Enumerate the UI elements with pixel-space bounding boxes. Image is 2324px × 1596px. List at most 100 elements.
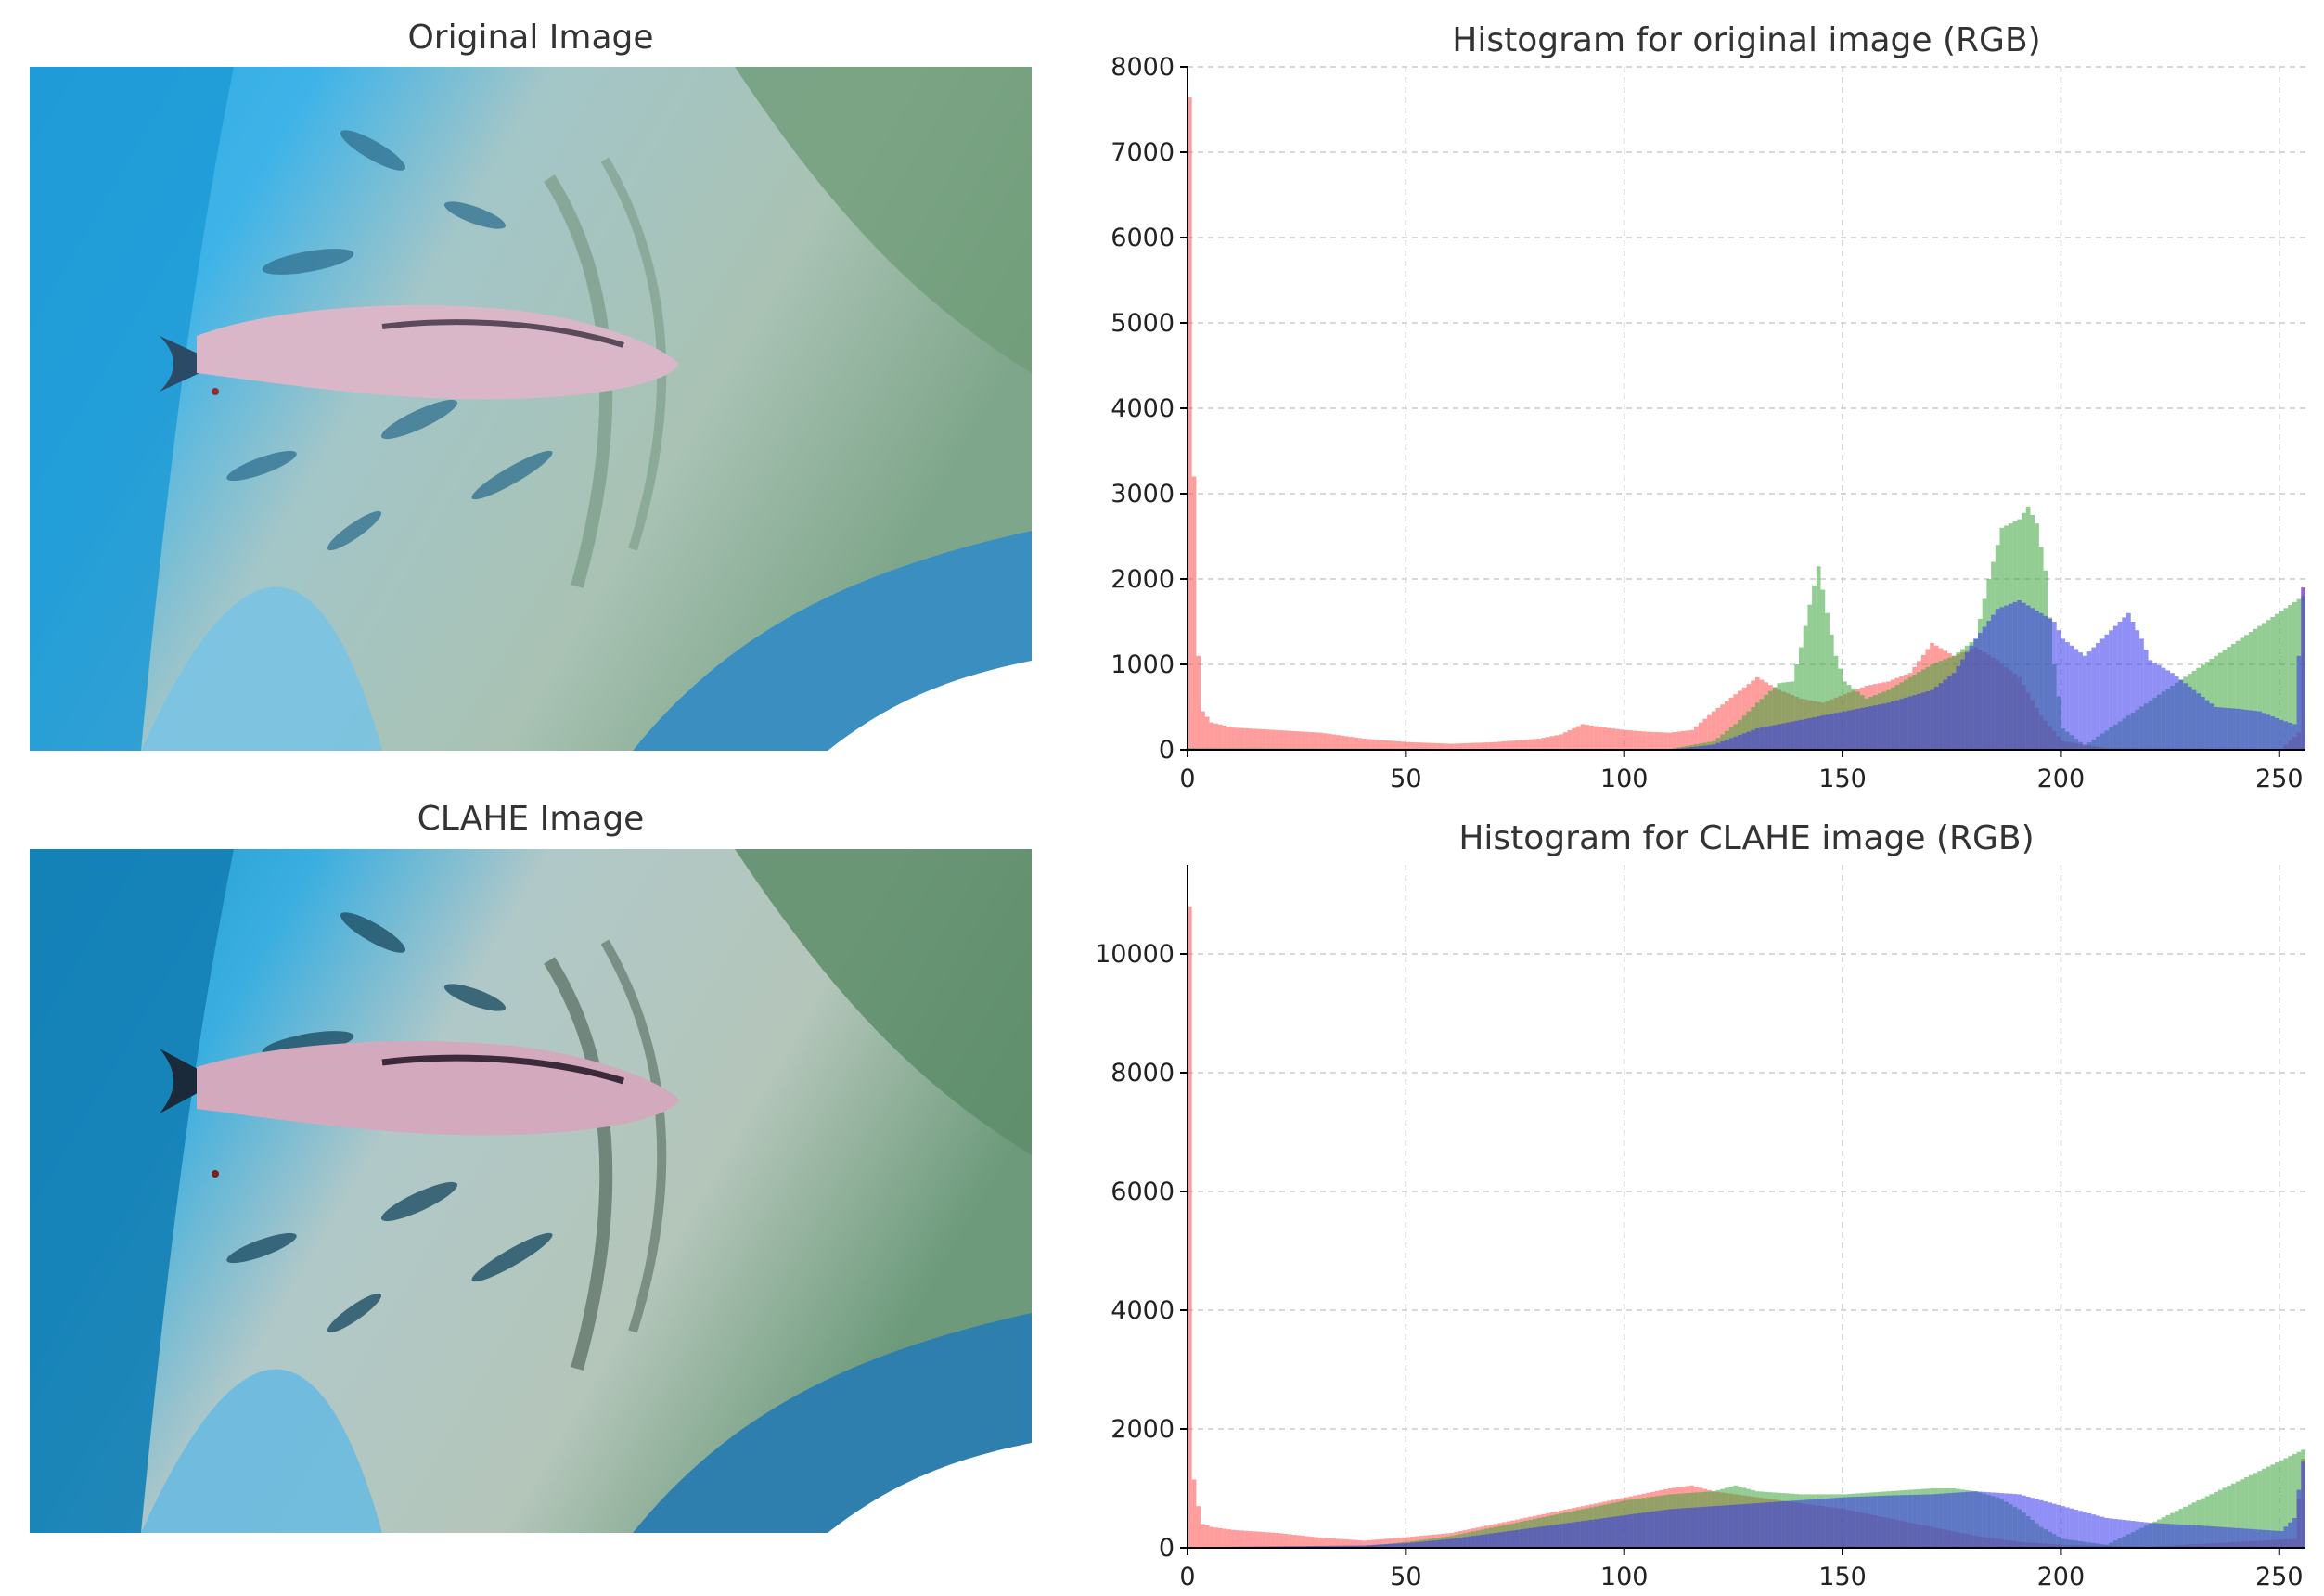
histogram-bar-blue bbox=[1829, 1498, 1834, 1548]
y-tick-label: 10000 bbox=[1095, 940, 1175, 969]
histogram-bar-blue bbox=[2130, 1521, 2136, 1548]
histogram-bar-blue bbox=[1694, 1507, 1699, 1548]
chart-title: Histogram for CLAHE image (RGB) bbox=[1458, 819, 2034, 857]
histogram-bar-blue bbox=[1366, 1545, 1371, 1548]
histogram-bar-blue bbox=[2030, 608, 2035, 750]
histogram-bar-green bbox=[2257, 1471, 2262, 1548]
histogram-bar-blue bbox=[2161, 1523, 2166, 1548]
histogram-bar-blue bbox=[2038, 612, 2044, 750]
histogram-bar-blue bbox=[1362, 1545, 1367, 1548]
histogram-bar-blue bbox=[1938, 1493, 1944, 1548]
histogram-bar-blue bbox=[1807, 1499, 1813, 1548]
histogram-bar-green bbox=[1781, 682, 1786, 750]
histogram-bar-blue bbox=[2178, 1524, 2184, 1548]
histogram-bar-blue bbox=[1624, 1514, 1629, 1548]
histogram-bar-blue bbox=[1812, 717, 1817, 750]
histogram-bar-blue bbox=[1768, 726, 1773, 750]
histogram-bar-blue bbox=[1480, 1534, 1485, 1548]
histogram-bar-red bbox=[1598, 727, 1603, 750]
histogram-bar-blue bbox=[2082, 655, 2087, 750]
histogram-bar-blue bbox=[2086, 1512, 2092, 1548]
histogram-bar-blue bbox=[1820, 715, 1826, 750]
histogram-bar-red bbox=[1262, 729, 1266, 750]
histogram-bar-red bbox=[1506, 740, 1511, 750]
y-tick-label: 5000 bbox=[1111, 309, 1175, 338]
histogram-bar-blue bbox=[1798, 719, 1804, 750]
histogram-bar-green bbox=[1768, 690, 1773, 750]
histogram-bar-red bbox=[1196, 1506, 1201, 1548]
histogram-bar-blue bbox=[2222, 1526, 2228, 1548]
histogram-bar-blue bbox=[1423, 1541, 1428, 1548]
histogram-bar-red bbox=[1593, 726, 1599, 750]
histogram-bar-blue bbox=[2091, 647, 2097, 750]
histogram-bar-blue bbox=[1406, 1542, 1411, 1548]
histogram-bar-blue bbox=[1711, 744, 1716, 750]
histogram-bar-green bbox=[2222, 650, 2228, 750]
histogram-bar-blue bbox=[1510, 1530, 1516, 1548]
histogram-bar-blue bbox=[2174, 676, 2179, 750]
histogram-bar-blue bbox=[1724, 1505, 1729, 1548]
histogram-bar-red bbox=[1410, 741, 1415, 750]
histogram-bar-blue bbox=[1715, 742, 1721, 750]
histogram-bar-green bbox=[2279, 1460, 2284, 1548]
histogram-bar-blue bbox=[1449, 1538, 1455, 1548]
histogram-bar-red bbox=[1362, 1540, 1367, 1548]
histogram-bar-blue bbox=[2069, 645, 2074, 750]
histogram-bar-red bbox=[1680, 730, 1686, 750]
histogram-bar-blue bbox=[1947, 676, 1952, 750]
histogram-bar-blue bbox=[2178, 679, 2184, 750]
histogram-bar-blue bbox=[1336, 1545, 1341, 1548]
histogram-bar-blue bbox=[1523, 1528, 1529, 1548]
histogram-bar-blue bbox=[1738, 734, 1742, 750]
histogram-bar-red bbox=[1226, 726, 1232, 750]
histogram-bar-blue bbox=[2030, 1498, 2035, 1548]
histogram-bar-green bbox=[2266, 1466, 2271, 1548]
histogram-bar-blue bbox=[1807, 717, 1813, 750]
original-image-title: Original Image bbox=[407, 19, 654, 57]
histogram-bar-blue bbox=[2148, 660, 2153, 750]
histogram-bar-green bbox=[2292, 601, 2297, 750]
histogram-bar-red bbox=[1707, 714, 1712, 750]
histogram-bar-blue bbox=[1816, 1499, 1821, 1548]
x-tick-label: 50 bbox=[1390, 1563, 1421, 1591]
histogram-bar-red bbox=[1191, 1479, 1197, 1548]
histogram-bar-green bbox=[2275, 613, 2279, 750]
histogram-bar-red bbox=[1462, 743, 1468, 750]
histogram-bar-green bbox=[2196, 1500, 2202, 1548]
histogram-bar-blue bbox=[2209, 703, 2215, 750]
series-red bbox=[1188, 906, 2305, 1548]
histogram-bar-blue bbox=[1585, 1520, 1590, 1548]
histogram-bar-blue bbox=[1396, 1543, 1402, 1548]
histogram-bar-blue bbox=[2279, 719, 2284, 750]
histogram-bar-red bbox=[1270, 1532, 1276, 1548]
histogram-bar-blue bbox=[2135, 1521, 2140, 1548]
histogram-bar-red bbox=[1545, 737, 1550, 750]
histogram-bar-red bbox=[1265, 1532, 1271, 1548]
x-tick-label: 250 bbox=[2255, 1563, 2304, 1591]
histogram-bar-red bbox=[1457, 743, 1463, 750]
histogram-bar-blue bbox=[1777, 1501, 1782, 1548]
histogram-bar-blue bbox=[1501, 1531, 1507, 1548]
histogram-bar-blue bbox=[2061, 1506, 2066, 1548]
histogram-bar-blue bbox=[2122, 1520, 2127, 1548]
histogram-bar-blue bbox=[1427, 1540, 1432, 1548]
histogram-bar-blue bbox=[2112, 1519, 2118, 1548]
histogram-bar-red bbox=[1589, 725, 1594, 750]
histogram-bar-blue bbox=[1562, 1523, 1568, 1548]
histogram-bar-green bbox=[1754, 702, 1760, 750]
histogram-bar-green bbox=[2227, 1486, 2231, 1548]
histogram-bar-blue bbox=[2017, 1494, 2022, 1548]
histogram-bar-red bbox=[1510, 740, 1516, 750]
histogram-bar-blue bbox=[1746, 731, 1752, 750]
histogram-bar-red bbox=[1357, 738, 1363, 750]
histogram-bar-blue bbox=[1890, 701, 1895, 750]
histogram-bar-red bbox=[1659, 732, 1664, 750]
histogram-bar-blue bbox=[1947, 1493, 1952, 1548]
histogram-bar-red bbox=[1694, 726, 1699, 750]
histogram-bar-red bbox=[1475, 742, 1481, 750]
histogram-bar-green bbox=[1777, 683, 1782, 750]
histogram-bar-blue bbox=[2217, 707, 2223, 750]
histogram-bar-blue bbox=[2201, 696, 2205, 750]
histogram-bar-blue bbox=[2191, 689, 2197, 750]
histogram-bar-blue bbox=[1881, 703, 1887, 750]
